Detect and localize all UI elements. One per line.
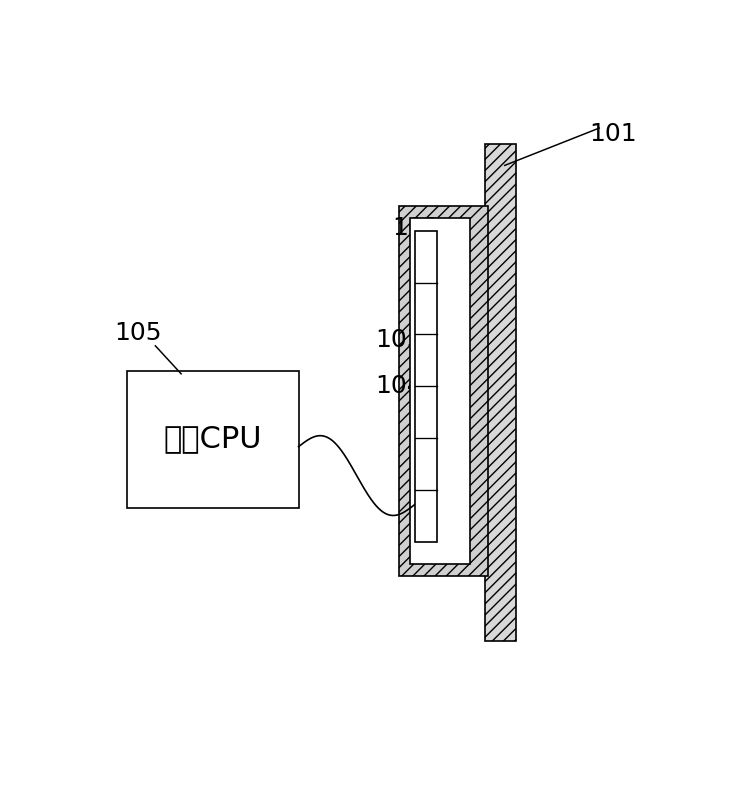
Text: 102: 102 xyxy=(392,216,440,240)
Bar xyxy=(399,206,488,576)
Text: 101: 101 xyxy=(590,122,637,146)
Text: 主控CPU: 主控CPU xyxy=(163,425,262,453)
Text: 103: 103 xyxy=(375,327,423,351)
Bar xyxy=(415,231,437,542)
Bar xyxy=(485,144,517,642)
Text: 105: 105 xyxy=(115,322,162,345)
Bar xyxy=(127,371,299,507)
Bar xyxy=(410,218,471,564)
Text: 104: 104 xyxy=(375,374,423,398)
